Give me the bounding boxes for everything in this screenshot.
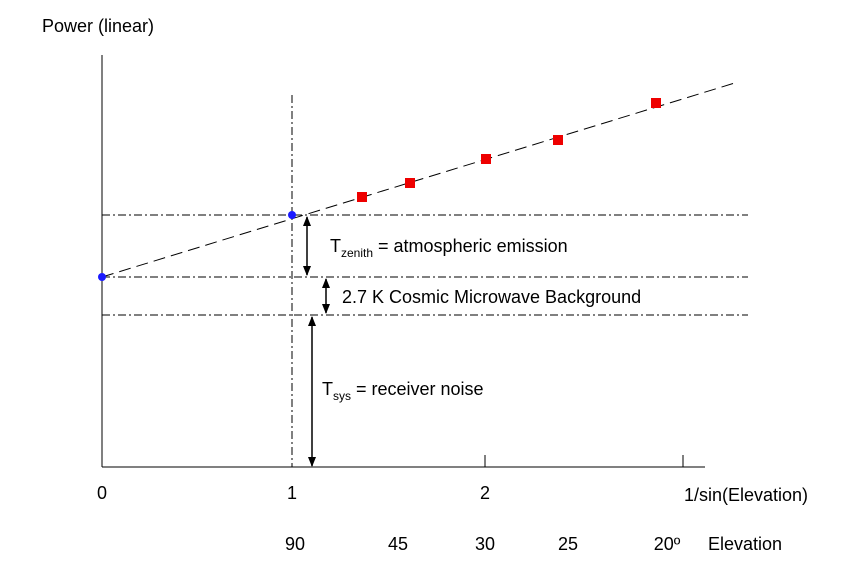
elevation-tick-label: 25 — [558, 534, 578, 554]
annotation: 2.7 K Cosmic Microwave Background — [342, 287, 641, 307]
fit-line — [101, 81, 739, 278]
elevation-axis-label: Elevation — [708, 534, 782, 554]
point — [481, 154, 491, 164]
annotation-text: = atmospheric emission — [378, 236, 568, 256]
elevation-tick-label: 45 — [388, 534, 408, 554]
points — [98, 98, 661, 281]
x-tick-label: 0 — [97, 483, 107, 503]
point — [357, 192, 367, 202]
subscript: sys — [333, 389, 351, 403]
y-axis-label: Power (linear) — [42, 16, 154, 36]
point — [405, 178, 415, 188]
reference-lines — [101, 81, 748, 467]
point — [651, 98, 661, 108]
axes — [101, 55, 705, 468]
annotation: Tzenith = atmospheric emission — [330, 236, 568, 260]
elevation-tick-label: 20º — [654, 534, 681, 554]
x-tick-label: 1 — [287, 483, 297, 503]
symbol: T — [330, 236, 341, 256]
arrows — [303, 216, 330, 467]
point — [288, 211, 296, 219]
symbol: T — [322, 379, 333, 399]
point — [98, 273, 106, 281]
x-axis-label: 1/sin(Elevation) — [684, 485, 808, 505]
x-tick-label: 2 — [480, 483, 490, 503]
elevation-tick-label: 30 — [475, 534, 495, 554]
point — [553, 135, 563, 145]
annotation-text: = receiver noise — [356, 379, 484, 399]
elevation-tick-label: 90 — [285, 534, 305, 554]
annotation: Tsys = receiver noise — [322, 379, 484, 403]
subscript: zenith — [341, 246, 373, 260]
